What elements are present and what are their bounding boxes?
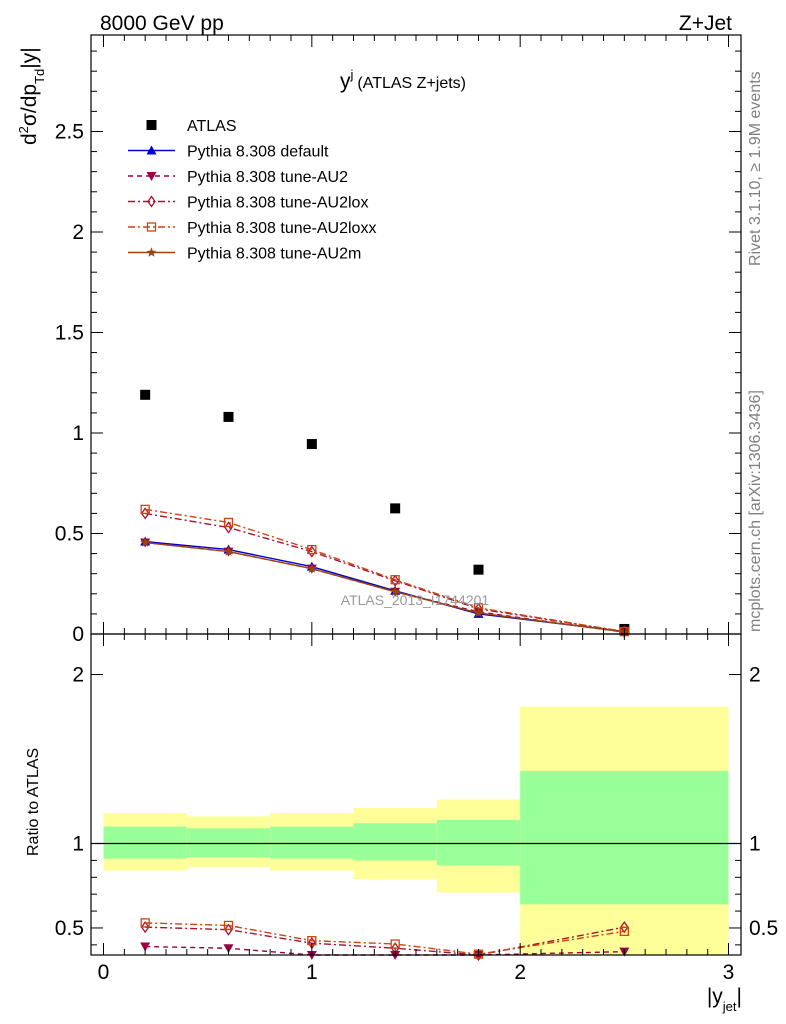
analysis-watermark: ATLAS_2013_I1744201	[341, 592, 490, 608]
inner-uncertainty-band	[103, 826, 187, 859]
x-tick-label: 3	[723, 961, 735, 984]
top-series-0-point	[140, 389, 151, 400]
mcplots-label: mcplots.cern.ch [arXiv:1306.3436]	[747, 390, 764, 632]
x-tick-label: 0	[98, 961, 110, 984]
ratio-y-tick-label: 1	[72, 832, 84, 855]
top-series-0-point	[390, 503, 401, 514]
ratio-y-tick-label-right: 2	[749, 664, 761, 687]
legend-label: Pythia 8.308 default	[187, 144, 329, 161]
top-series-5-point	[140, 537, 151, 547]
top-series-4-point	[140, 504, 150, 515]
inner-uncertainty-band	[436, 819, 521, 866]
legend-label: Pythia 8.308 tune-AU2	[187, 169, 348, 186]
top-series-0-point	[306, 439, 317, 450]
legend: ATLAS Pythia 8.308 default Pythia 8.308 tu…	[128, 118, 376, 263]
y-tick-label: 2	[72, 221, 84, 244]
top-series-4-line	[145, 508, 625, 633]
ratio-series-0-point	[140, 942, 151, 952]
y-tick-label: 1.5	[55, 321, 84, 344]
ratio-series-0-point	[223, 944, 234, 954]
y-tick-label: 0.5	[55, 522, 84, 545]
inner-uncertainty-band	[520, 770, 729, 905]
rivet-label: Rivet 3.1.10, ≥ 1.9M events	[747, 71, 764, 266]
inner-uncertainty-band	[186, 828, 271, 858]
x-axis-label: |yjet|	[707, 985, 742, 1014]
top-series-5-point	[390, 586, 401, 596]
ratio-series-2-point	[140, 918, 150, 928]
legend-marker	[146, 145, 157, 155]
ratio-series-2-line	[145, 922, 625, 955]
y-tick-label: 0	[72, 623, 84, 646]
legend-label: Pythia 8.308 tune-AU2lox	[187, 195, 368, 212]
x-tick-label: 2	[514, 961, 526, 984]
legend-marker	[147, 195, 156, 208]
top-series-5-point	[473, 607, 484, 618]
ratio-y-tick-label-right: 1	[749, 832, 761, 855]
top-series-3-point	[140, 507, 150, 520]
header-right: Z+Jet	[679, 12, 732, 35]
legend-marker	[146, 222, 157, 232]
legend-marker	[146, 172, 157, 181]
ratio-y-axis-label: Ratio to ATLAS	[25, 748, 42, 856]
inner-uncertainty-band	[353, 823, 437, 861]
ratio-series-2-point	[390, 939, 400, 949]
y-tick-label: 2.5	[55, 120, 84, 143]
ratio-series-1-point	[140, 920, 150, 934]
legend-label: Pythia 8.308 tune-AU2m	[187, 246, 361, 263]
top-series-0-point	[473, 564, 484, 575]
ratio-series-2-point	[223, 920, 234, 931]
top-series-3-line	[145, 512, 625, 633]
ratio-y-tick-label-right: 0.5	[749, 917, 778, 940]
top-series-3-point	[307, 545, 317, 558]
ratio-y-tick-label: 2	[72, 664, 84, 687]
ratio-series-2-point	[619, 926, 629, 936]
legend-label: ATLAS	[187, 118, 237, 135]
top-series-5-point	[223, 546, 234, 556]
top-panel-series	[140, 389, 630, 638]
y-tick-label: 1	[72, 422, 84, 445]
ratio-series-1-point	[224, 923, 233, 936]
y-axis-label: d2σ/dpTd|y|	[16, 47, 47, 145]
top-series-5-line	[145, 541, 625, 633]
top-series-4-point	[307, 544, 317, 555]
top-series-4-point	[223, 517, 234, 528]
header-left: 8000 GeV pp	[100, 12, 224, 35]
top-series-1-line	[145, 540, 625, 633]
inner-uncertainty-band	[270, 826, 354, 859]
ratio-y-tick-label: 0.5	[55, 917, 84, 940]
top-series-5-point	[306, 563, 317, 573]
top-series-0-point	[223, 411, 234, 422]
legend-label: Pythia 8.308 tune-AU2loxx	[187, 220, 376, 237]
top-panel-axes: 0 0.5 1 1.5 2 2.5	[55, 34, 742, 646]
ratio-series-1-point	[620, 920, 629, 934]
chart-title: yj(ATLAS Z+jets)	[340, 67, 466, 93]
x-tick-label: 1	[306, 961, 318, 984]
ratio-uncertainty-bands	[91, 706, 741, 955]
legend-marker	[146, 247, 157, 257]
legend-marker	[146, 120, 157, 130]
ratio-panel-axes: 0.5 0.5 1 1 2 2 0 1 2 3	[55, 633, 778, 984]
top-series-4-point	[390, 575, 400, 585]
